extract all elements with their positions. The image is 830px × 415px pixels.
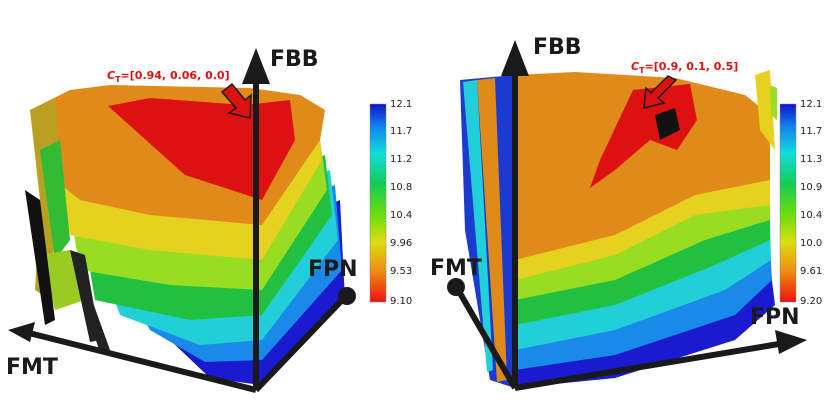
colorbar-tick: 9.53 — [390, 266, 412, 277]
axis-right-ball — [338, 287, 356, 305]
band-orange — [515, 72, 770, 260]
colorbar-tick: 10.4 — [800, 210, 822, 221]
colorbar-tick: 10.8 — [390, 182, 412, 193]
colorbar-tick: 11.7 — [390, 126, 412, 137]
left-panel: FBB FPN FMT CT=[0.94, 0.06, 0.0] 12.1 11… — [6, 47, 412, 393]
colorbar-tick: 10.9 — [800, 182, 822, 193]
axis-label-right: FPN — [750, 305, 800, 330]
band-red — [108, 98, 295, 200]
axis-up-arrow — [242, 48, 270, 84]
colorbar-tick: 9.61 — [800, 266, 822, 277]
axis-label-right: FPN — [308, 257, 358, 282]
colorbar-tick: 10.0 — [800, 238, 822, 249]
colorbar-tick: 9.96 — [390, 238, 412, 249]
axis-right-arrow — [775, 330, 807, 354]
right-panel: FBB FMT FPN CT=[0.9, 0.1, 0.5] 12.1 11.7… — [415, 0, 830, 415]
axis-label-up: FBB — [270, 47, 319, 72]
axis-label-left: FMT — [430, 256, 482, 281]
axis-left-arrow — [8, 322, 35, 342]
left-axes — [24, 80, 348, 393]
right-surface-bands — [460, 70, 777, 388]
colorbar-tick: 10.4 — [390, 210, 412, 221]
left-colorbar: 12.1 11.7 11.2 10.8 10.4 9.96 9.53 9.10 — [369, 99, 412, 307]
axis-right-line — [253, 294, 348, 393]
colorbar-tick: 11.3 — [800, 154, 822, 165]
axis-left-line — [24, 329, 257, 393]
left-annotation-arrow — [220, 82, 252, 119]
right-colorbar: 12.1 11.7 11.3 10.9 10.4 10.0 9.61 9.20 — [779, 99, 822, 307]
left-surface-bands — [25, 85, 345, 385]
axis-label-left: FMT — [6, 355, 58, 380]
left-annotation-label: CT=[0.94, 0.06, 0.0] — [107, 69, 230, 84]
colorbar-tick: 11.7 — [800, 126, 822, 137]
right-annotation-arrow — [643, 75, 678, 109]
axis-right-line — [514, 340, 786, 391]
colorbar-tick: 12.1 — [390, 99, 412, 110]
axis-left-line — [454, 286, 518, 390]
colorbar-tick: 11.2 — [390, 154, 412, 165]
colorbar-tick: 9.10 — [390, 296, 412, 307]
right-annotation-label: CT=[0.9, 0.1, 0.5] — [631, 60, 738, 75]
axis-up-arrow — [501, 40, 529, 76]
left-surface-plot: FBB FPN FMT CT=[0.94, 0.06, 0.0] 12.1 11… — [6, 47, 412, 393]
right-axes — [454, 72, 786, 391]
colorbar-tick: 12.1 — [800, 99, 822, 110]
axis-label-up: FBB — [533, 35, 582, 60]
band-lime — [515, 190, 770, 300]
axis-left-ball — [447, 278, 465, 296]
colorbar-tick: 9.20 — [800, 296, 822, 307]
right-surface-plot: FBB FMT FPN CT=[0.9, 0.1, 0.5] 12.1 11.7… — [430, 35, 822, 391]
